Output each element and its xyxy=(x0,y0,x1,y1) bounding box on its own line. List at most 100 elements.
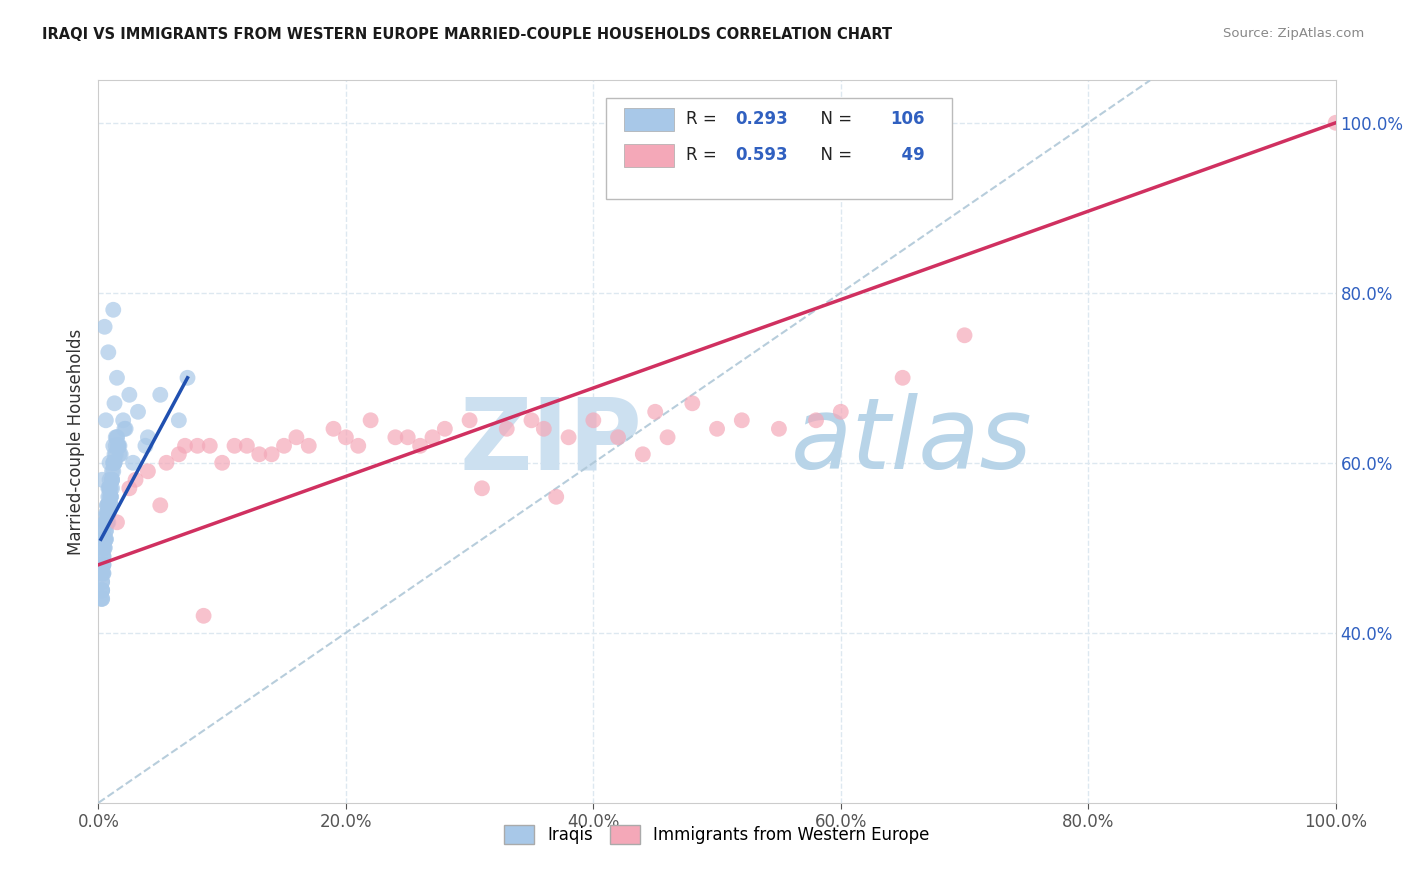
Point xyxy=(396,430,419,444)
Point xyxy=(91,583,114,598)
Point xyxy=(236,439,259,453)
Point xyxy=(112,413,135,427)
Point xyxy=(96,507,118,521)
Point xyxy=(93,516,115,530)
Point xyxy=(422,430,444,444)
Point xyxy=(93,319,115,334)
Point xyxy=(247,447,270,461)
Point xyxy=(260,447,283,461)
Point xyxy=(98,456,121,470)
Point xyxy=(94,533,117,547)
Point xyxy=(108,439,131,453)
Text: N =: N = xyxy=(810,111,858,128)
Point xyxy=(94,516,117,530)
Point xyxy=(93,549,115,564)
Point xyxy=(98,481,121,495)
Point xyxy=(103,302,125,317)
Point xyxy=(96,516,118,530)
Point xyxy=(97,507,120,521)
Legend: Iraqis, Immigrants from Western Europe: Iraqis, Immigrants from Western Europe xyxy=(496,816,938,852)
Point xyxy=(322,422,344,436)
Point xyxy=(533,422,555,436)
Point xyxy=(97,507,120,521)
Point xyxy=(105,430,128,444)
Point xyxy=(100,490,122,504)
Point xyxy=(273,439,295,453)
Point xyxy=(804,413,827,427)
Point xyxy=(96,516,118,530)
Text: N =: N = xyxy=(810,146,858,164)
Point xyxy=(96,516,118,530)
Point xyxy=(98,473,121,487)
Point xyxy=(94,524,117,538)
Text: 0.293: 0.293 xyxy=(735,111,789,128)
Point xyxy=(96,498,118,512)
Text: R =: R = xyxy=(686,111,723,128)
Point xyxy=(520,413,543,427)
Point xyxy=(94,516,117,530)
Point xyxy=(93,558,115,572)
Point xyxy=(285,430,308,444)
Point xyxy=(136,430,159,444)
Text: 49: 49 xyxy=(890,146,925,164)
Point xyxy=(104,430,127,444)
Point xyxy=(97,490,120,504)
Point xyxy=(93,566,115,581)
Point xyxy=(657,430,679,444)
Point xyxy=(335,430,357,444)
Point xyxy=(93,549,115,564)
Point xyxy=(681,396,703,410)
Text: atlas: atlas xyxy=(792,393,1033,490)
Point xyxy=(409,439,432,453)
Text: 0.593: 0.593 xyxy=(735,146,789,164)
Point xyxy=(101,473,124,487)
Point xyxy=(891,371,914,385)
Point xyxy=(97,345,120,359)
Point xyxy=(93,533,115,547)
Point xyxy=(96,507,118,521)
Point xyxy=(93,541,115,555)
Point xyxy=(127,405,149,419)
Point xyxy=(93,533,115,547)
FancyBboxPatch shape xyxy=(624,144,673,167)
Point xyxy=(830,405,852,419)
Point xyxy=(98,481,121,495)
Point xyxy=(114,422,136,436)
Point xyxy=(105,371,128,385)
Point xyxy=(90,591,112,606)
Point xyxy=(97,516,120,530)
Point xyxy=(103,456,125,470)
Point xyxy=(107,439,129,453)
Point xyxy=(557,430,579,444)
Point xyxy=(94,507,117,521)
Point xyxy=(93,533,115,547)
Point xyxy=(91,574,114,589)
Point xyxy=(103,456,125,470)
FancyBboxPatch shape xyxy=(624,108,673,131)
Point xyxy=(471,481,494,495)
Point xyxy=(644,405,666,419)
Point xyxy=(97,481,120,495)
Text: 106: 106 xyxy=(890,111,925,128)
Point xyxy=(433,422,456,436)
Point xyxy=(93,549,115,564)
Point xyxy=(93,541,115,555)
Point xyxy=(107,439,129,453)
Text: IRAQI VS IMMIGRANTS FROM WESTERN EUROPE MARRIED-COUPLE HOUSEHOLDS CORRELATION CH: IRAQI VS IMMIGRANTS FROM WESTERN EUROPE … xyxy=(42,27,893,42)
Point xyxy=(186,439,208,453)
Point xyxy=(93,541,115,555)
Point xyxy=(93,533,115,547)
Point xyxy=(546,490,568,504)
Point xyxy=(91,583,114,598)
Point xyxy=(174,439,197,453)
Point xyxy=(731,413,754,427)
Point xyxy=(97,507,120,521)
Point xyxy=(100,490,122,504)
Point xyxy=(91,591,114,606)
Point xyxy=(224,439,246,453)
Point xyxy=(118,388,141,402)
Point xyxy=(768,422,790,436)
Point xyxy=(94,524,117,538)
FancyBboxPatch shape xyxy=(606,98,952,200)
Point xyxy=(193,608,215,623)
